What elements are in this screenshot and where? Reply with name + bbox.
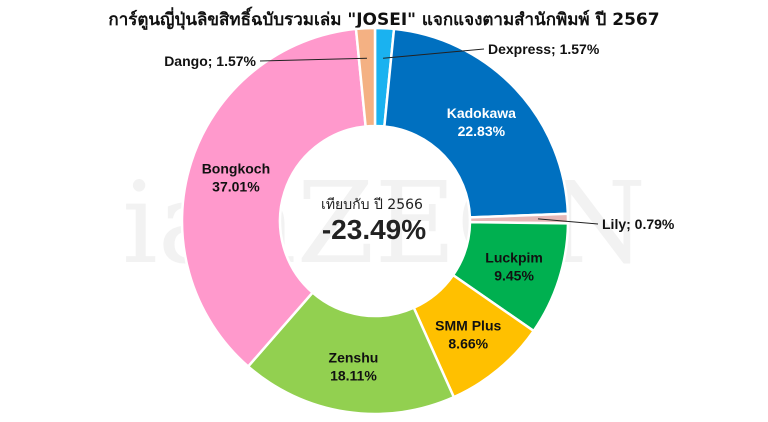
leader-line-lily (537, 218, 599, 225)
slice-label-dexpress: Dexpress; 1.57% (488, 41, 600, 57)
slice-zenshu (246, 290, 456, 416)
slice-label-zenshu: Zenshu (329, 349, 379, 365)
slice-value-bongkoch: 37.01% (212, 179, 260, 195)
slice-label-lily: Lily; 0.79% (602, 216, 675, 232)
slice-label-kadokawa: Kadokawa (447, 105, 516, 121)
chart-title: การ์ตูนญี่ปุ่นลิขสิทธิ์ฉบับรวมเล่ม "JOSE… (108, 10, 660, 30)
slice-label-bongkoch: Bongkoch (202, 161, 270, 177)
slice-label-dango: Dango; 1.57% (164, 53, 256, 69)
slice-value-zenshu: 18.11% (330, 367, 377, 383)
slice-label-luckpim: Luckpim (485, 249, 543, 265)
slice-kadokawa (382, 27, 570, 219)
center-caption: เทียบกับ ปี 2566 (321, 197, 423, 213)
center-value: -23.49% (322, 214, 426, 245)
leader-line-dexpress (382, 48, 485, 59)
slice-label-smm-plus: SMM Plus (435, 317, 501, 333)
slice-dango (354, 26, 377, 128)
slice-bongkoch (180, 27, 368, 369)
slice-value-kadokawa: 22.83% (458, 123, 506, 139)
slice-value-smm-plus: 8.66% (448, 335, 488, 351)
leader-line-dango (259, 57, 367, 62)
slice-value-luckpim: 9.45% (494, 267, 534, 283)
